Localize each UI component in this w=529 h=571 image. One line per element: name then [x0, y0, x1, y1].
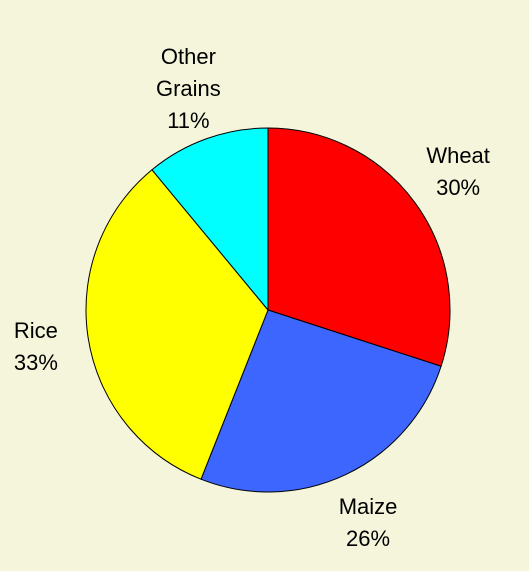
pie-slice [267, 127, 451, 367]
value-label: 30% [436, 174, 481, 200]
category-label: Maize [338, 493, 398, 519]
slice-label: Maize 26% [318, 491, 418, 555]
pie-slice [200, 309, 442, 493]
category-label: Rice [13, 317, 58, 343]
pie-slice [85, 169, 269, 480]
category-label: Wheat [426, 142, 490, 168]
slice-label: Wheat 30% [408, 140, 508, 204]
category-label: Other Grains [155, 43, 221, 101]
value-label: 33% [13, 349, 58, 375]
slice-label: Rice 33% [0, 315, 86, 379]
pie-slice [151, 127, 269, 312]
value-label: 11% [167, 107, 210, 133]
slice-label: Other Grains 11% [138, 41, 238, 137]
value-label: 26% [346, 525, 391, 551]
